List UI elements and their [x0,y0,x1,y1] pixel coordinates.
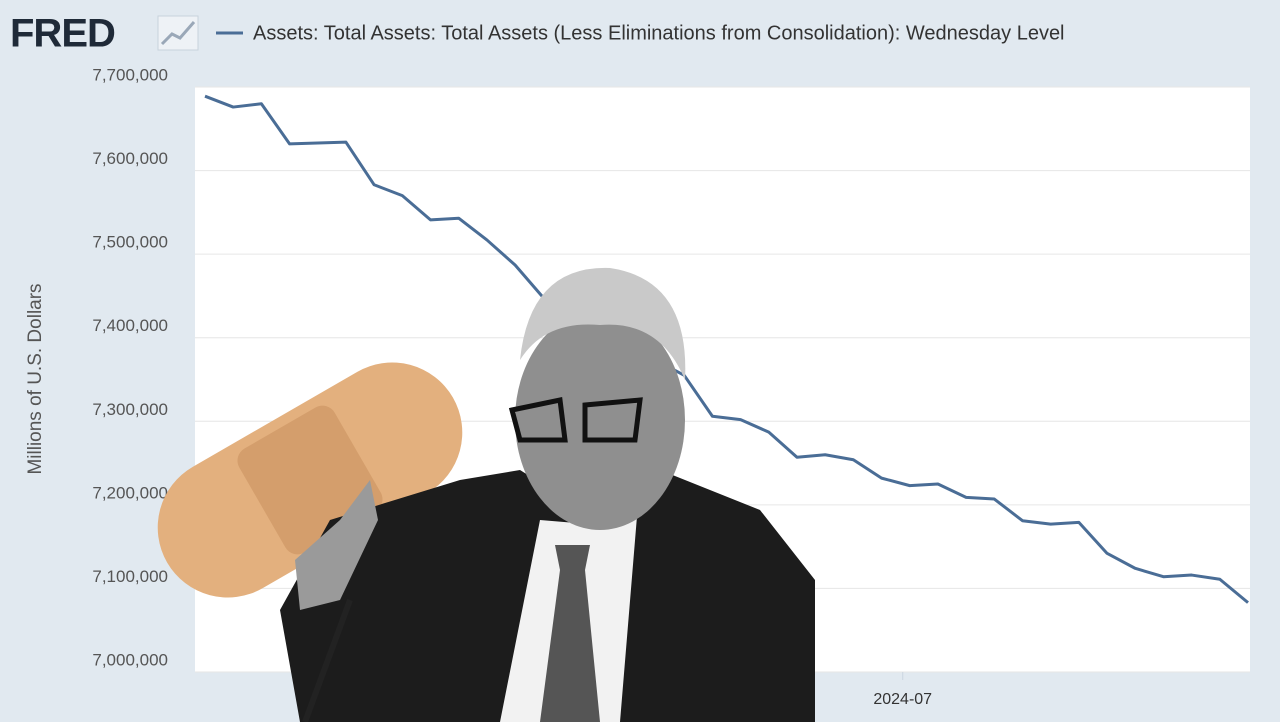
y-tick-label: 7,700,000 [92,65,168,84]
y-tick-label: 7,500,000 [92,233,168,252]
logo: FRED [10,12,115,56]
legend-label: Assets: Total Assets: Total Assets (Less… [253,22,1065,44]
photo-overlay [157,267,815,722]
y-tick-label: 7,200,000 [92,483,168,502]
logo-icon [157,15,199,51]
y-tick-label: 7,400,000 [92,316,168,335]
y-tick-label: 7,600,000 [92,149,168,168]
y-axis-label: Millions of U.S. Dollars [25,283,46,474]
y-tick-label: 7,100,000 [92,567,168,586]
plot: 7,000,000 7,100,000 7,200,000 7,300,000 7,40… [92,65,1250,708]
x-tick-label: 2024-07 [873,691,932,708]
y-tick-label: 7,000,000 [92,650,168,669]
series-line [204,94,1249,604]
y-tick-label: 7,300,000 [92,400,168,419]
